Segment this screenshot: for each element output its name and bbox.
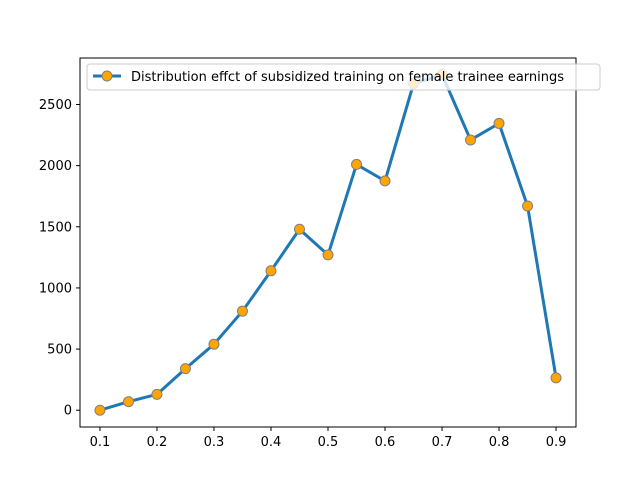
x-axis: 0.1 0.2 0.3 0.4 0.5 0.6 0.7 0.8 0.9 [90, 427, 567, 450]
data-point [293, 223, 305, 235]
data-point [208, 338, 220, 350]
x-tick-label: 0.6 [375, 435, 396, 450]
data-point [379, 175, 391, 187]
legend-marker-sample [101, 70, 113, 82]
y-tick-label: 1000 [39, 281, 72, 296]
data-point [151, 388, 163, 400]
data-point [322, 249, 334, 261]
y-axis: 0 500 1000 1500 2000 2500 [39, 98, 80, 419]
y-tick-label: 2500 [39, 98, 72, 113]
data-point [351, 158, 363, 170]
x-tick-label: 0.2 [147, 435, 168, 450]
legend: Distribution effct of subsidized trainin… [86, 63, 601, 91]
x-tick-label: 0.5 [318, 435, 339, 450]
x-tick-label: 0.4 [261, 435, 282, 450]
data-point [265, 265, 277, 277]
y-tick-label: 2000 [39, 159, 72, 174]
legend-label: Distribution effct of subsidized trainin… [131, 70, 564, 85]
x-tick-label: 0.7 [432, 435, 453, 450]
data-point [550, 372, 562, 384]
y-tick-label: 1500 [39, 220, 72, 235]
data-point [236, 305, 248, 317]
data-point [122, 396, 134, 408]
data-point [522, 200, 534, 212]
y-tick-label: 0 [64, 404, 72, 419]
x-tick-label: 0.9 [546, 435, 567, 450]
data-point [179, 363, 191, 375]
x-tick-label: 0.8 [489, 435, 510, 450]
data-point [465, 134, 477, 146]
y-tick-label: 500 [47, 343, 72, 358]
legend-box [86, 63, 601, 91]
axes-frame [79, 57, 577, 428]
x-tick-label: 0.1 [90, 435, 111, 450]
data-point [94, 404, 106, 416]
x-tick-label: 0.3 [204, 435, 225, 450]
data-point [493, 117, 505, 129]
